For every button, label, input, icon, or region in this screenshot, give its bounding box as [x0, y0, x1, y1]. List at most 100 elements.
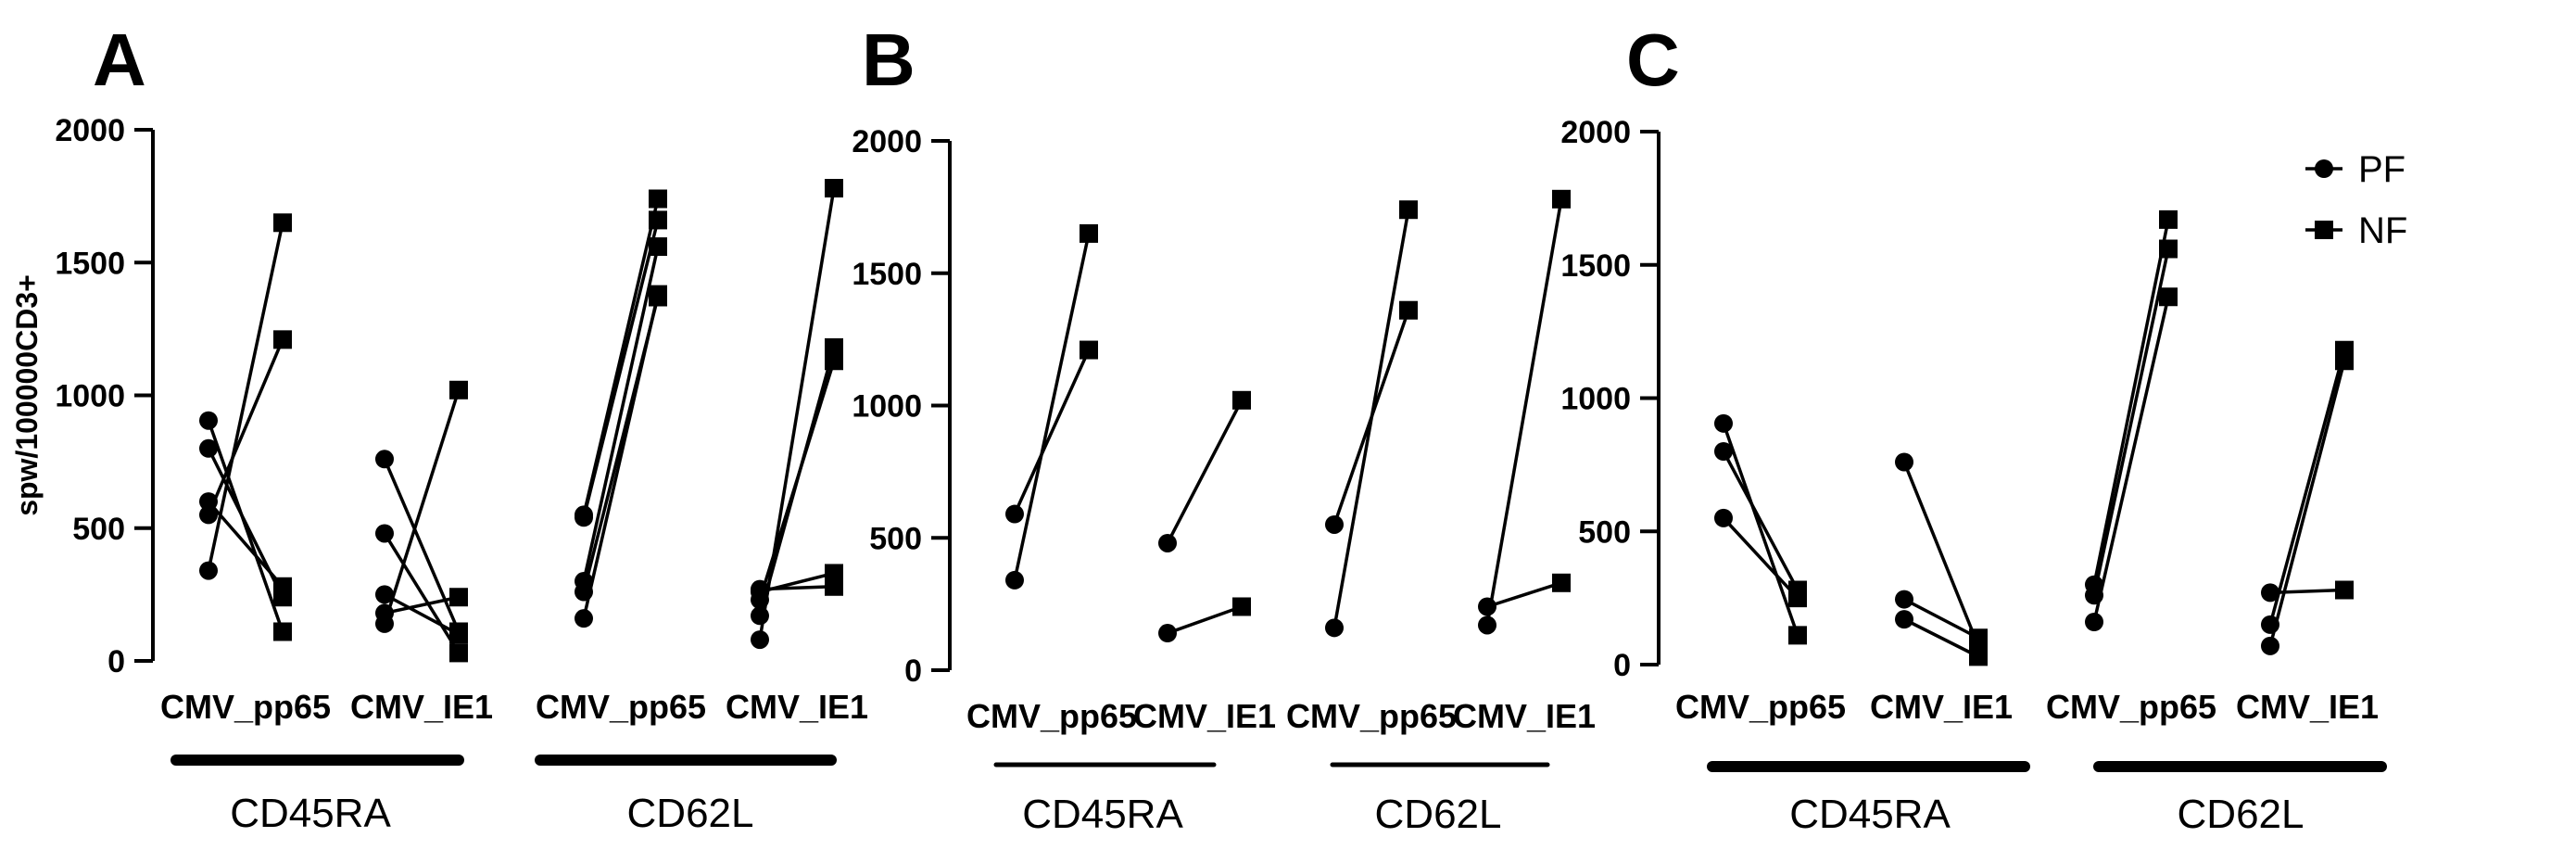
pf-point: [575, 505, 593, 525]
nf-point: [2335, 340, 2354, 360]
y-tick-label: 1500: [55, 246, 125, 281]
nf-point: [649, 210, 667, 230]
paired-line: [384, 592, 460, 636]
nf-point: [449, 588, 468, 607]
category-label: CMV_pp65: [1675, 688, 1846, 726]
pf-point: [1895, 452, 1913, 472]
pf-point: [199, 411, 218, 430]
nf-point: [1399, 300, 1418, 320]
paired-line: [1722, 516, 1799, 600]
pf-point: [199, 438, 218, 458]
y-tick-label: 0: [1613, 648, 1631, 683]
nf-point: [1552, 573, 1571, 592]
paired-line: [1332, 310, 1410, 526]
pf-point: [1005, 570, 1024, 590]
paired-line: [1485, 198, 1563, 626]
y-tick-label: 500: [1578, 514, 1631, 550]
category-label: CMV_pp65: [536, 688, 706, 726]
pf-point: [1895, 590, 1913, 609]
pf-point: [2085, 613, 2103, 631]
paired-line: [758, 360, 836, 601]
y-tick-label: 2000: [1560, 115, 1631, 150]
pf-point: [1895, 610, 1913, 629]
legend: PF NF: [2305, 149, 2407, 251]
y-tick-label: 500: [869, 521, 922, 556]
paired-line: [383, 458, 461, 633]
pf-point: [751, 606, 769, 626]
y-axis-label: spw/100000CD3+: [10, 274, 44, 516]
nf-point: [449, 643, 468, 663]
paired-line: [1167, 604, 1243, 635]
y-tick-label: 1000: [55, 379, 125, 414]
nf-point: [825, 179, 843, 198]
category-label: CMV_IE1: [726, 688, 868, 726]
panel-c: C 0 500 1000 1500 2000 CMV_pp65 CMV_IE1 CMV_pp65…: [1560, 19, 2387, 837]
category-label: CMV_IE1: [1870, 688, 2013, 726]
pf-point: [575, 572, 593, 591]
category-label: CMV_IE1: [1453, 697, 1596, 735]
pf-point: [2261, 583, 2279, 603]
group-label: CD45RA: [1789, 792, 1951, 837]
pf-point: [199, 505, 218, 525]
paired-line: [2269, 588, 2345, 595]
pf-point: [1325, 618, 1344, 638]
nf-point: [1232, 597, 1251, 616]
pf-point: [2261, 636, 2279, 655]
nf-point: [273, 213, 292, 233]
paired-line: [1013, 349, 1091, 515]
paired-line: [2268, 349, 2346, 626]
pf-point: [199, 561, 218, 580]
paired-line: [1903, 598, 1979, 640]
paired-line: [1013, 233, 1091, 581]
pf-point: [1478, 615, 1496, 635]
nf-point: [449, 380, 468, 400]
pf-point: [375, 585, 394, 604]
nf-point: [273, 588, 292, 607]
paired-line: [1722, 423, 1799, 636]
y-tick-label: 0: [904, 653, 922, 689]
nf-point: [1399, 200, 1418, 220]
pf-point: [2085, 575, 2103, 594]
category-label: CMV_pp65: [160, 688, 331, 726]
paired-line: [1722, 450, 1799, 591]
category-label: CMV_IE1: [1133, 697, 1276, 735]
nf-point: [2335, 580, 2354, 600]
y-tick-label: 2000: [852, 124, 922, 159]
panel-letter: A: [93, 19, 146, 101]
pf-point: [575, 609, 593, 628]
pf-point: [375, 524, 394, 543]
y-tick-label: 1500: [1560, 248, 1631, 284]
category-label: CMV_IE1: [2236, 688, 2379, 726]
legend-nf-square-marker: [2315, 221, 2333, 239]
paired-line: [207, 338, 284, 516]
y-tick-label: 2000: [55, 113, 125, 148]
pf-point: [375, 603, 394, 623]
nf-point: [1969, 636, 1988, 655]
group-label: CD62L: [627, 791, 754, 836]
nf-point: [825, 351, 843, 371]
nf-point: [825, 577, 843, 596]
nf-point: [1080, 340, 1098, 360]
nf-point: [273, 330, 292, 349]
pf-point: [1325, 514, 1344, 534]
pf-point: [1714, 413, 1733, 433]
y-tick-label: 1000: [1560, 382, 1631, 417]
pf-point: [751, 579, 769, 599]
category-label: CMV_IE1: [350, 688, 493, 726]
paired-line: [383, 532, 461, 654]
paired-line: [582, 246, 660, 582]
paired-line: [383, 389, 461, 625]
nf-point: [1552, 189, 1571, 209]
legend-nf-label: NF: [2358, 210, 2407, 251]
nf-point: [1788, 580, 1807, 600]
group-label: CD62L: [2178, 792, 2305, 837]
paired-line: [1486, 581, 1562, 609]
nf-point: [2159, 239, 2178, 259]
pf-point: [199, 492, 218, 512]
group-label: CD45RA: [230, 791, 391, 836]
y-tick-label: 1000: [852, 389, 922, 425]
y-tick-label: 500: [72, 512, 125, 547]
paired-line: [207, 420, 284, 633]
